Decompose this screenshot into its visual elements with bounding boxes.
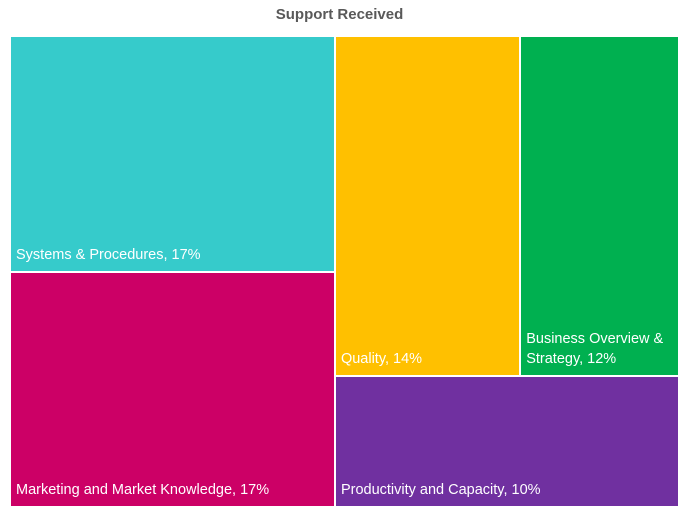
tile: Business Overview & Strategy, 12%: [520, 36, 679, 377]
tile: Marketing and Market Knowledge, 17%: [10, 271, 335, 507]
chart-title: Support Received: [275, 6, 404, 23]
tile-label: Business Overview & Strategy, 12%: [526, 331, 664, 368]
tile-label: Quality, 14%: [340, 351, 423, 368]
tile: Quality, 14%: [334, 36, 521, 377]
tile-label: Marketing and Market Knowledge, 17%: [16, 482, 270, 498]
tile-label: Systems & Procedures, 17%: [16, 246, 201, 263]
tile-label: Productivity and Capacity, 10%: [340, 481, 541, 498]
tile: Productivity and Capacity, 10%: [334, 376, 679, 507]
plot-area: Systems & Procedures, 17% Marketing and M…: [10, 36, 679, 507]
tile: Systems & Procedures, 17%: [10, 36, 335, 272]
